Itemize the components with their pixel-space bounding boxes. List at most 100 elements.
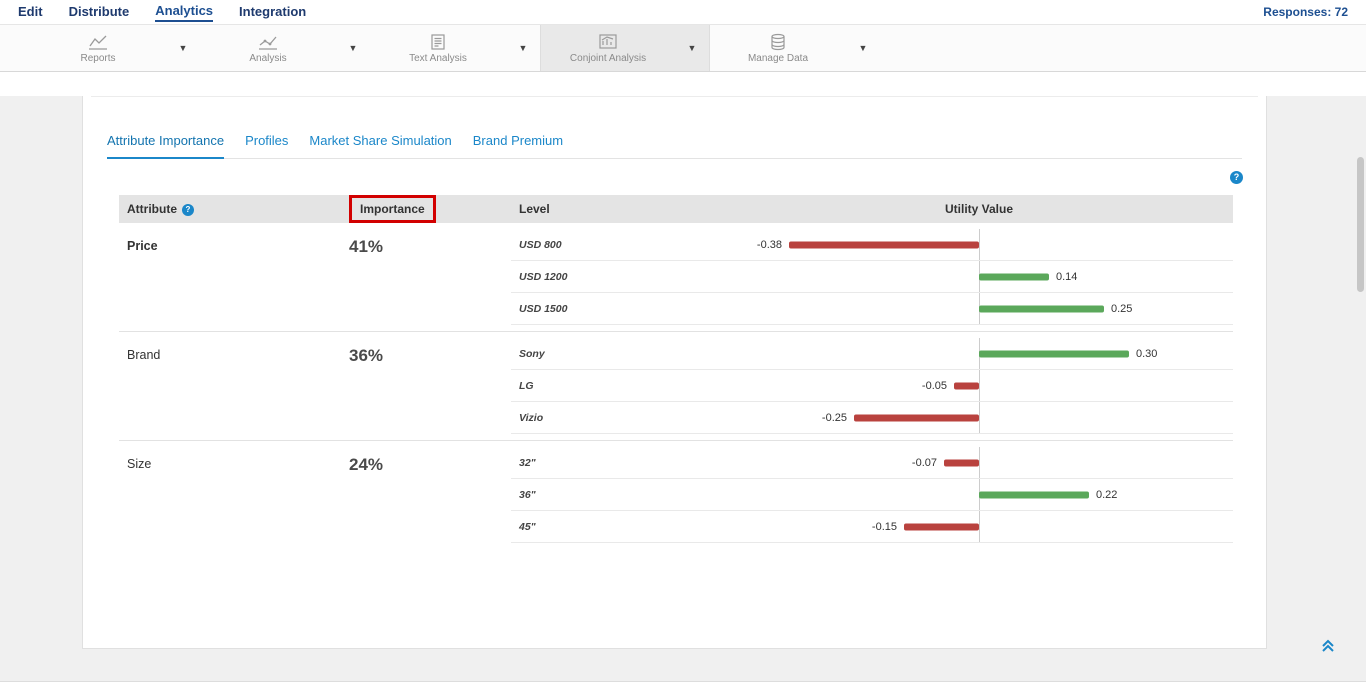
tool-conjoint-analysis: Conjoint Analysis ▼: [540, 25, 710, 71]
level-label: USD 800: [519, 238, 562, 251]
level-label: USD 1500: [519, 302, 568, 315]
attribute-name: Size: [127, 457, 152, 471]
manage-data-button[interactable]: Manage Data: [710, 25, 846, 71]
tool-text-analysis: Text Analysis ▼: [370, 25, 540, 71]
utility-bar: [789, 241, 979, 248]
level-row: Vizio -0.25: [511, 402, 1233, 434]
nav-item-integration[interactable]: Integration: [239, 3, 307, 19]
footer-bar: Employee Edition: [0, 681, 1366, 685]
chevron-down-icon: ▼: [348, 43, 358, 53]
attribute-group-price: Price 41% USD 800 -0.38 USD 1200 0.14: [119, 223, 1233, 332]
header-levels: Level Utility Value: [511, 195, 1233, 223]
utility-value: 0.14: [1056, 270, 1078, 283]
panel-divider: [91, 96, 1258, 97]
level-row: USD 800 -0.38: [511, 229, 1233, 261]
attribute-name: Brand: [127, 348, 161, 362]
level-row: USD 1200 0.14: [511, 261, 1233, 293]
tab-attribute-importance[interactable]: Attribute Importance: [107, 133, 225, 159]
chevron-down-icon: ▼: [687, 43, 697, 53]
utility-bar: [854, 414, 979, 421]
utility-bar: [979, 491, 1089, 498]
chevron-down-icon: ▼: [178, 43, 188, 53]
text-document-icon: [429, 33, 447, 51]
levels-chart: 32" -0.07 36" 0.22 45" -0.15: [511, 441, 1233, 549]
annotation-red-box: Importance: [349, 195, 436, 223]
utility-value: 0.30: [1136, 347, 1158, 360]
utility-value: 0.25: [1111, 302, 1133, 315]
utility-bar: [979, 273, 1049, 280]
tab-brand-premium[interactable]: Brand Premium: [472, 133, 564, 148]
level-row: Sony 0.30: [511, 338, 1233, 370]
reports-dropdown-caret[interactable]: ▼: [166, 25, 200, 71]
header-importance: Importance: [341, 195, 511, 223]
attribute-importance-value: 36%: [349, 346, 384, 365]
line-chart-icon: [87, 33, 109, 51]
nav-item-edit[interactable]: Edit: [18, 3, 43, 19]
header-attribute: Attribute: [119, 202, 341, 216]
tool-analysis: Analysis ▼: [200, 25, 370, 71]
utility-bar: [904, 523, 979, 530]
reports-button[interactable]: Reports: [30, 25, 166, 71]
utility-value: -0.25: [821, 411, 847, 424]
vertical-scrollbar[interactable]: [1357, 157, 1364, 292]
level-row: LG -0.05: [511, 370, 1233, 402]
main-area: Attribute Importance Profiles Market Sha…: [0, 96, 1366, 681]
attribute-group-size: Size 24% 32" -0.07 36" 0.22: [119, 441, 1233, 549]
levels-chart: Sony 0.30 LG -0.05 Vizio -0.25: [511, 332, 1233, 440]
table-header-row: Attribute Importance Level Utility Value: [119, 195, 1233, 223]
utility-bar: [954, 382, 979, 389]
tool-label: Text Analysis: [409, 52, 467, 64]
utility-value: -0.38: [756, 238, 782, 251]
level-row: 36" 0.22: [511, 479, 1233, 511]
level-label: 32": [519, 456, 536, 469]
responses-count[interactable]: Responses: 72: [1263, 5, 1348, 19]
conjoint-analysis-dropdown-caret[interactable]: ▼: [675, 25, 709, 71]
scroll-to-top-button[interactable]: [1320, 638, 1336, 659]
header-level-label: Level: [519, 202, 550, 216]
utility-value: -0.07: [911, 456, 937, 469]
tool-label: Reports: [80, 52, 116, 64]
trend-chart-icon: [257, 33, 279, 51]
level-label: USD 1200: [519, 270, 568, 283]
tool-reports: Reports ▼: [30, 25, 200, 71]
analysis-button[interactable]: Analysis: [200, 25, 336, 71]
level-label: Sony: [519, 347, 545, 360]
tool-label: Analysis: [249, 52, 287, 64]
level-label: LG: [519, 379, 534, 392]
help-row: [83, 159, 1266, 188]
level-row: USD 1500 0.25: [511, 293, 1233, 325]
nav-item-distribute[interactable]: Distribute: [68, 3, 130, 19]
top-navigation: Edit Distribute Analytics Integration Re…: [0, 0, 1366, 25]
text-analysis-dropdown-caret[interactable]: ▼: [506, 25, 540, 71]
utility-value: 0.22: [1096, 488, 1118, 501]
chevron-down-icon: ▼: [518, 43, 528, 53]
attribute-name: Price: [127, 239, 158, 253]
conjoint-panel: Attribute Importance Profiles Market Sha…: [82, 96, 1267, 649]
nav-item-analytics[interactable]: Analytics: [155, 3, 214, 22]
analysis-dropdown-caret[interactable]: ▼: [336, 25, 370, 71]
help-icon[interactable]: [1230, 171, 1243, 184]
header-attribute-label: Attribute: [127, 202, 177, 216]
attribute-help-icon[interactable]: [182, 203, 194, 216]
header-importance-label: Importance: [360, 202, 425, 216]
tool-manage-data: Manage Data ▼: [710, 25, 880, 71]
manage-data-dropdown-caret[interactable]: ▼: [846, 25, 880, 71]
text-analysis-button[interactable]: Text Analysis: [370, 25, 506, 71]
tab-market-share-simulation[interactable]: Market Share Simulation: [309, 133, 452, 148]
attribute-importance-table: Attribute Importance Level Utility Value…: [119, 195, 1233, 549]
utility-bar: [979, 305, 1104, 312]
utility-value: -0.05: [921, 379, 947, 392]
utility-bar: [944, 459, 979, 466]
chevron-down-icon: ▼: [858, 43, 868, 53]
attribute-importance-value: 24%: [349, 455, 384, 474]
conjoint-tabs: Attribute Importance Profiles Market Sha…: [107, 133, 1242, 159]
level-label: 45": [519, 520, 536, 533]
levels-chart: USD 800 -0.38 USD 1200 0.14 USD 1500: [511, 223, 1233, 331]
utility-value: -0.15: [871, 520, 897, 533]
tab-profiles[interactable]: Profiles: [245, 133, 289, 148]
attribute-group-brand: Brand 36% Sony 0.30 LG -0.05: [119, 332, 1233, 441]
level-row: 45" -0.15: [511, 511, 1233, 543]
double-chevron-up-icon: [1320, 639, 1336, 658]
conjoint-analysis-button[interactable]: Conjoint Analysis: [541, 25, 675, 71]
